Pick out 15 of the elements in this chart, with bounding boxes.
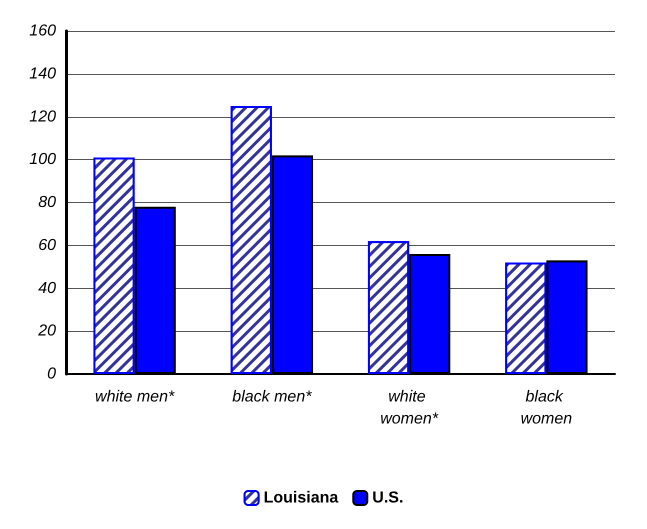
legend-label: Louisiana	[264, 490, 338, 506]
y-tick-label: 100	[29, 151, 56, 168]
y-tick-label: 20	[37, 322, 56, 340]
y-tick-label: 60	[38, 236, 56, 254]
x-tick-label: white women*	[380, 388, 439, 428]
y-tick-label: 0	[47, 366, 56, 382]
y-tick-label: 160	[29, 22, 56, 40]
legend-label: U.S.	[372, 490, 404, 506]
x-tick-label: black women	[520, 388, 572, 428]
y-tick-label: 40	[38, 280, 56, 297]
y-tick-label: 120	[29, 108, 56, 126]
x-tick-label: white men*	[95, 388, 175, 406]
x-tick-label: black men*	[232, 388, 312, 406]
y-tick-label: 140	[29, 65, 56, 82]
y-tick-label: 80	[38, 194, 56, 211]
